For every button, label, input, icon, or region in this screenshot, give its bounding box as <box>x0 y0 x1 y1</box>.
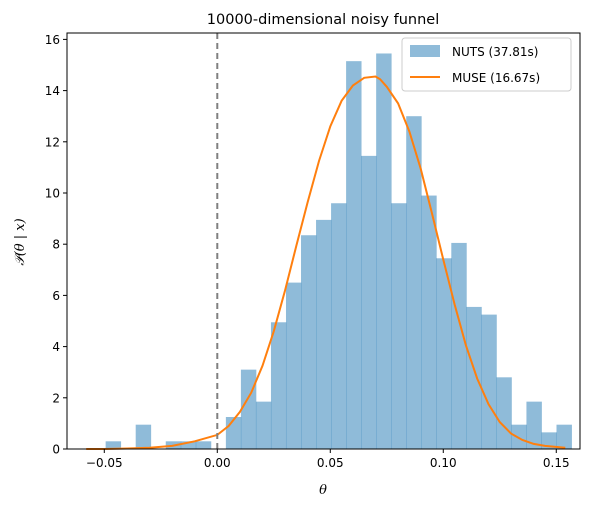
histogram-bar <box>541 432 557 449</box>
y-tick-label: 10 <box>45 187 60 201</box>
histogram-bars <box>105 53 572 449</box>
x-tick-label: 0.05 <box>317 456 344 470</box>
y-tick-label: 0 <box>52 443 60 457</box>
histogram-bar <box>361 155 377 449</box>
legend-label-nuts: NUTS (37.81s) <box>452 45 539 59</box>
legend-label-muse: MUSE (16.67s) <box>452 71 540 85</box>
histogram-bar <box>556 424 572 449</box>
histogram-bar <box>436 258 452 449</box>
y-tick-label: 6 <box>52 289 60 303</box>
histogram-bar <box>316 219 332 449</box>
histogram-bar <box>391 203 407 449</box>
histogram-bar <box>406 116 422 449</box>
histogram-bar <box>180 441 197 449</box>
histogram-bar <box>285 282 302 449</box>
histogram-bar <box>105 441 122 449</box>
y-tick-label: 16 <box>45 33 60 47</box>
y-axis-ticks: 0 2 4 6 8 10 12 14 16 <box>45 33 67 457</box>
muse-line <box>86 75 566 450</box>
axes-frame <box>66 32 581 450</box>
histogram-bar <box>481 314 497 449</box>
histogram-bar <box>346 61 362 449</box>
histogram-bar <box>466 306 482 449</box>
legend: NUTS (37.81s) MUSE (16.67s) <box>401 37 572 92</box>
histogram-bar <box>240 369 257 449</box>
histogram-bar <box>135 424 152 449</box>
x-tick-label: 0.00 <box>204 456 231 470</box>
histogram-bar <box>496 377 512 449</box>
histogram-bar <box>225 417 242 449</box>
histogram-bar <box>421 195 437 449</box>
x-axis-ticks: −0.05 0.00 0.05 0.10 0.15 <box>86 449 570 470</box>
histogram-bar <box>301 235 317 449</box>
chart-title: 10000-dimensional noisy funnel <box>207 12 439 28</box>
histogram-bar <box>255 401 272 449</box>
histogram-bar <box>270 322 287 449</box>
legend-box <box>401 37 572 92</box>
x-tick-label: 0.15 <box>543 456 570 470</box>
x-tick-label: 0.10 <box>430 456 457 470</box>
y-axis-label: 𝒫(θ | x) <box>13 218 28 265</box>
histogram-bar <box>511 424 527 449</box>
muse-line-layer <box>86 75 566 450</box>
histogram-bar <box>195 441 212 449</box>
histogram-bar <box>526 401 542 449</box>
y-tick-label: 4 <box>52 340 60 354</box>
y-tick-label: 8 <box>52 238 60 252</box>
histogram-bar <box>331 203 347 449</box>
y-tick-label: 14 <box>45 84 60 98</box>
legend-swatch-nuts <box>410 45 440 57</box>
histogram-bar <box>451 242 467 449</box>
histogram-bar <box>376 53 392 449</box>
y-tick-label: 2 <box>52 391 60 405</box>
x-axis-label: θ <box>319 483 327 498</box>
y-tick-label: 12 <box>45 135 60 149</box>
x-tick-label: −0.05 <box>86 456 123 470</box>
